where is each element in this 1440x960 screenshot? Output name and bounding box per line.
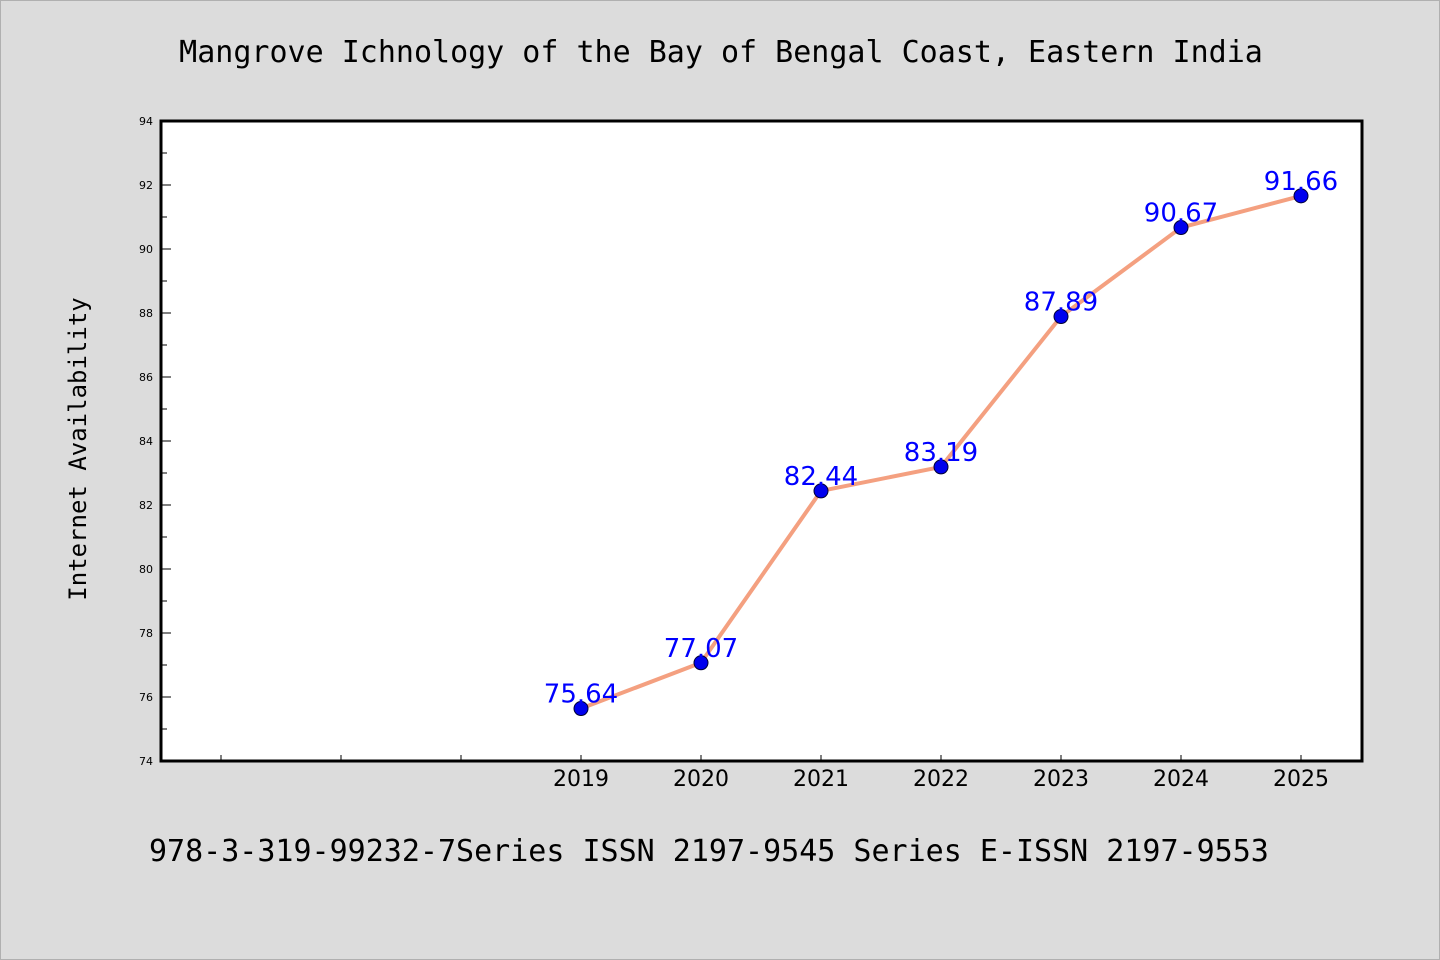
x-tick-label: 2025 [1273,767,1329,792]
y-tick-label: 80 [139,563,153,576]
y-tick-label: 74 [139,755,153,768]
y-tick-label: 82 [139,499,153,512]
y-tick-label: 94 [139,115,153,128]
data-point [1053,309,1069,325]
footnote: 978-3-319-99232-7Series ISSN 2197-9545 S… [149,834,1269,869]
x-tick-label: 2021 [793,767,849,792]
y-tick-label: 76 [139,691,153,704]
data-label: 77.07 [664,634,738,664]
y-tick-label: 92 [139,179,153,192]
x-tick-label: 2022 [913,767,969,792]
x-tick-label: 2024 [1153,767,1209,792]
data-label: 90.67 [1144,199,1218,229]
data-point [813,483,829,499]
data-label: 91.66 [1264,167,1338,197]
data-point [693,655,709,671]
x-tick-label: 2019 [553,767,609,792]
chart-title: Mangrove Ichnology of the Bay of Bengal … [179,35,1263,70]
data-point [1293,188,1309,204]
y-tick-label: 90 [139,243,153,256]
data-point [933,459,949,475]
y-tick-label: 78 [139,627,153,640]
data-point [573,701,589,717]
data-label: 87.89 [1024,288,1098,318]
data-point [1173,220,1189,236]
y-tick-label: 84 [139,435,153,448]
y-tick-label: 86 [139,371,153,384]
plot-area [159,119,1364,763]
x-tick-label: 2023 [1033,767,1089,792]
x-tick-label: 2020 [673,767,729,792]
data-label: 83.19 [904,438,978,468]
y-tick-label: 88 [139,307,153,320]
data-label: 75.64 [544,680,618,710]
data-label: 82.44 [784,462,858,492]
